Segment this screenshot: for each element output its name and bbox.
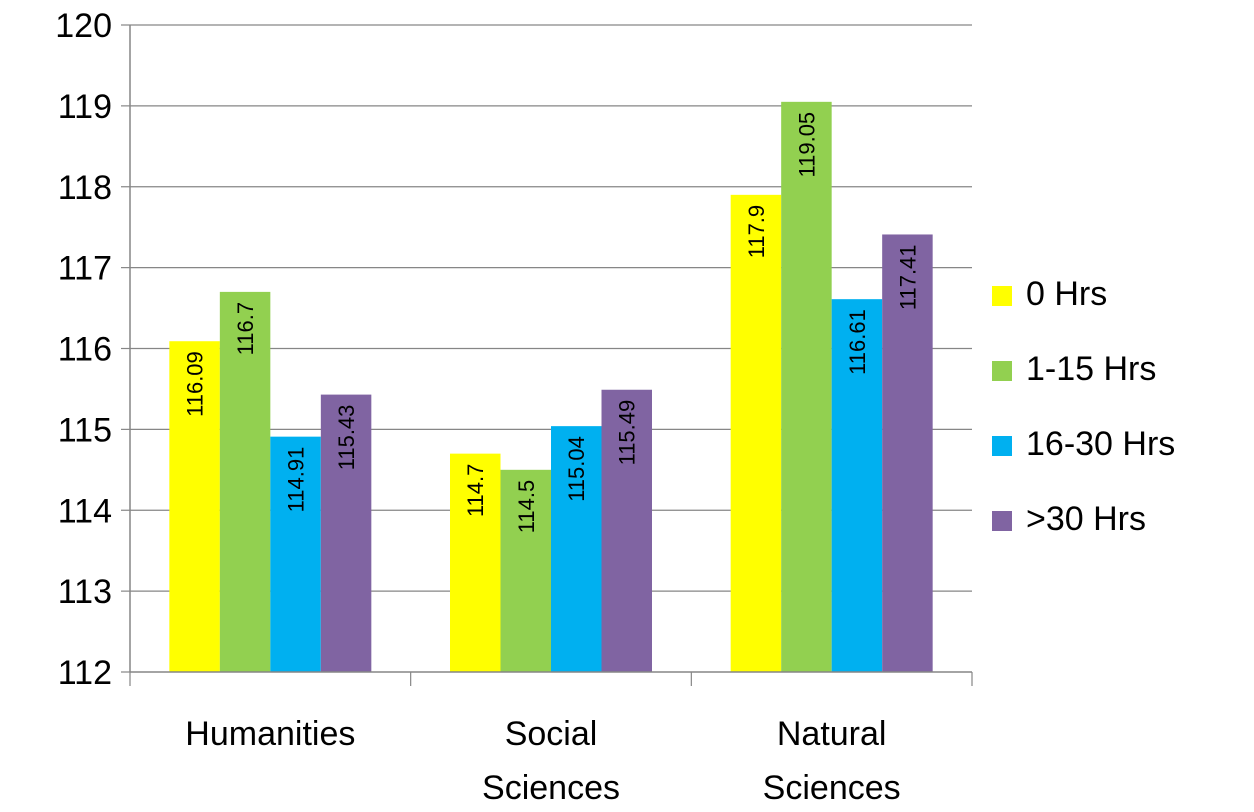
bar bbox=[882, 234, 933, 672]
bar bbox=[450, 453, 501, 672]
y-tick-label: 119 bbox=[58, 88, 112, 126]
data-label: 115.04 bbox=[564, 436, 589, 502]
data-label: 119.05 bbox=[794, 112, 819, 178]
legend-entry: 0 Hrs bbox=[1026, 275, 1107, 313]
bar bbox=[781, 101, 832, 673]
category-label-line: Social bbox=[505, 715, 598, 753]
y-tick-label: 117 bbox=[58, 250, 112, 288]
bar bbox=[169, 341, 220, 672]
y-tick-label: 120 bbox=[55, 7, 112, 45]
y-tick-label: 115 bbox=[58, 411, 112, 449]
bars bbox=[169, 101, 933, 673]
bar bbox=[320, 394, 372, 672]
category-label-line: Humanities bbox=[185, 715, 355, 753]
bar bbox=[219, 291, 271, 672]
data-label: 116.7 bbox=[233, 302, 258, 355]
data-label: 116.61 bbox=[845, 309, 870, 375]
data-label: 117.41 bbox=[895, 244, 920, 310]
data-label: 115.43 bbox=[334, 405, 359, 471]
y-tick-label: 112 bbox=[58, 654, 112, 692]
category-label: Natural Sciences bbox=[763, 715, 901, 807]
legend-entry: >30 Hrs bbox=[1026, 500, 1146, 538]
legend-swatch bbox=[992, 286, 1012, 306]
data-labels: 116.09 116.7 114.91 115.43 114.7 114.5 115.04 1… bbox=[183, 112, 921, 533]
data-label: 114.5 bbox=[514, 480, 539, 533]
bar bbox=[730, 194, 782, 672]
bar bbox=[831, 299, 883, 672]
legend-entry: 1-15 Hrs bbox=[1026, 350, 1156, 388]
data-label: 115.49 bbox=[615, 400, 640, 466]
bar bbox=[500, 469, 551, 672]
data-label: 116.09 bbox=[183, 351, 208, 417]
legend-swatch bbox=[992, 436, 1012, 456]
bar bbox=[270, 436, 321, 672]
category-label: Social Sciences bbox=[482, 715, 620, 807]
y-tick-label: 113 bbox=[58, 573, 112, 611]
legend: 0 Hrs 1-15 Hrs 16-30 Hrs >30 Hrs bbox=[992, 275, 1175, 538]
category-label-line: Sciences bbox=[763, 769, 901, 807]
category-label-line: Sciences bbox=[482, 769, 620, 807]
legend-swatch bbox=[992, 511, 1012, 531]
y-tick-label: 114 bbox=[58, 492, 112, 530]
bar bbox=[601, 389, 652, 672]
bar bbox=[551, 426, 602, 672]
legend-swatch bbox=[992, 361, 1012, 381]
data-label: 114.91 bbox=[284, 447, 309, 513]
category-label: Humanities bbox=[185, 715, 355, 753]
y-tick-label: 116 bbox=[58, 331, 112, 369]
axes: 112 113 114 115 116 117 118 119 120 Humanities Soc… bbox=[55, 7, 973, 807]
legend-entry: 16-30 Hrs bbox=[1026, 425, 1175, 463]
data-label: 117.9 bbox=[744, 205, 769, 258]
y-tick-label: 118 bbox=[58, 169, 112, 207]
category-label-line: Natural bbox=[777, 715, 887, 753]
data-label: 114.7 bbox=[463, 464, 488, 517]
